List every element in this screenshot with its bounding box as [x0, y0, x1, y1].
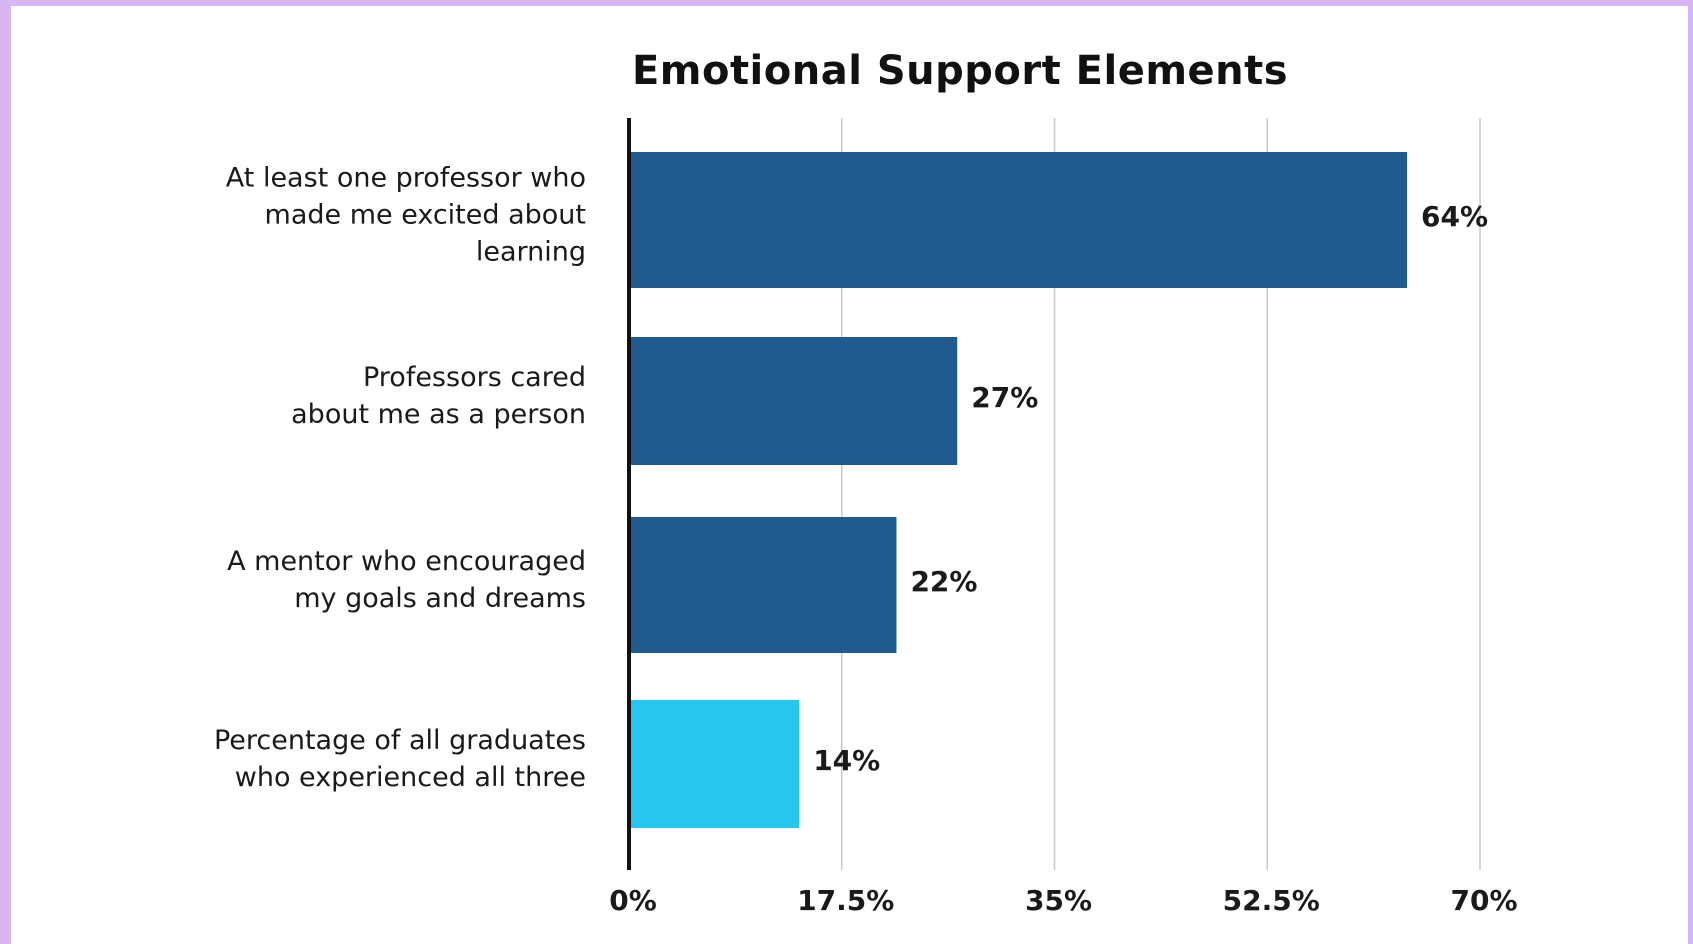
category-label: Percentage of all graduates	[214, 725, 586, 756]
bar	[629, 700, 800, 828]
x-tick-label: 70%	[1450, 884, 1517, 917]
x-tick-label: 17.5%	[797, 884, 894, 917]
category-label: made me excited about	[265, 200, 586, 231]
chart-title: Emotional Support Elements	[631, 48, 1289, 94]
bar	[629, 517, 897, 653]
category-label: about me as a person	[291, 399, 586, 430]
x-tick-label: 35%	[1025, 884, 1092, 917]
data-label: 14%	[813, 744, 880, 777]
bar	[629, 152, 1408, 288]
category-label: my goals and dreams	[294, 583, 586, 614]
x-tick-label: 52.5%	[1223, 884, 1320, 917]
category-label: who experienced all three	[235, 762, 586, 793]
x-tick-label: 0%	[609, 884, 657, 917]
data-label: 22%	[910, 565, 977, 598]
bar	[629, 337, 958, 465]
data-label: 27%	[971, 381, 1038, 414]
data-label: 64%	[1421, 200, 1488, 233]
category-label: At least one professor who	[226, 163, 586, 194]
category-label: Professors cared	[363, 362, 586, 393]
category-label: A mentor who encouraged	[227, 546, 586, 577]
category-label: learning	[476, 237, 586, 268]
